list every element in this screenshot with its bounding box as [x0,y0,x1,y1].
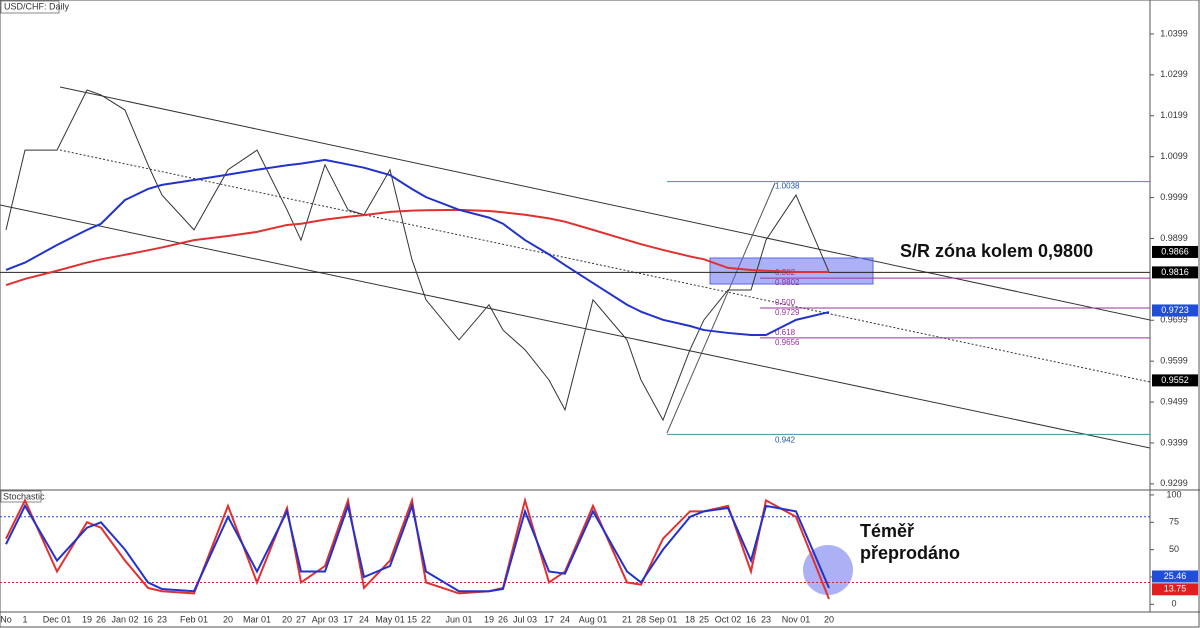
series-line [5,502,830,593]
series-line [5,158,830,336]
x-tick-label: Oct 02 [715,614,742,624]
x-tick-label: 28 [636,614,646,624]
fib-ratio: 0.500 [775,298,796,307]
y-tick-label: 0.9599 [1160,356,1188,366]
fib-diagonal [666,182,776,434]
x-tick-label: Mar 01 [243,614,271,624]
x-tick-label: Sep 01 [649,614,678,624]
y-tick-label: 0.9299 [1160,478,1188,488]
x-tick-label: 23 [157,614,167,624]
x-tick-label: 1 [22,614,27,624]
fib-price: 0.942 [775,435,796,444]
y-tick-label: 100 [1166,489,1181,499]
x-tick-label: 23 [761,614,771,624]
price-tag-label: 0.9866 [1161,246,1189,256]
x-tick-label: 24 [560,614,570,624]
y-tick-label: 1.0099 [1160,151,1188,161]
x-tick-label: 26 [498,614,508,624]
stoch-title: Stochastic [3,491,45,501]
chart-title: USD/CHF: Daily [4,1,70,11]
y-tick-label: 0.9699 [1160,315,1188,325]
price-tag [1152,266,1198,279]
price-tag [1152,570,1198,583]
fib-price: 0.9656 [775,338,800,347]
price-tag [1152,304,1198,317]
price-tag-label: 13.75 [1164,584,1187,594]
x-tick-label: 18 [685,614,695,624]
x-tick-label: 16 [746,614,756,624]
price-tag-label: 0.9723 [1161,305,1189,315]
title-box [0,0,60,14]
x-tick-label: 17 [544,614,554,624]
price-tag [1152,583,1198,596]
x-tick-label: 17 [343,614,353,624]
y-tick-label: 75 [1169,517,1179,527]
fib-price: 0.9802 [775,278,800,287]
x-tick-label: 25 [699,614,709,624]
y-tick-label: 0.9899 [1160,233,1188,243]
series-line [5,208,829,287]
y-tick-label: 0.9999 [1160,192,1188,202]
x-tick-label: May 01 [375,614,405,624]
x-tick-label: No [0,614,12,624]
channel-lower [0,204,1151,449]
y-tick-label: 1.0199 [1160,110,1188,120]
x-tick-label: Apr 03 [312,614,339,624]
y-tick-label: 0.9499 [1160,396,1188,406]
x-tick-label: 21 [622,614,632,624]
y-tick-label: 1.0399 [1160,28,1188,38]
y-tick-label: 1.0299 [1160,69,1188,79]
x-tick-label: 20 [223,614,233,624]
x-tick-label: Jul 03 [513,614,537,624]
price-tag-label: 0.9816 [1161,267,1189,277]
x-tick-label: Nov 01 [782,614,811,624]
x-tick-label: 16 [143,614,153,624]
x-tick-label: 26 [96,614,106,624]
price-tag-label: 25.46 [1164,571,1187,581]
x-tick-label: Jun 01 [445,614,472,624]
x-tick-label: 22 [421,614,431,624]
x-tick-label: Jan 02 [111,614,138,624]
price-tag-label: 0.9552 [1161,375,1189,385]
x-tick-label: 20 [282,614,292,624]
fib-ratio: 0.618 [775,328,796,337]
x-tick-label: Aug 01 [579,614,608,624]
channel-upper [59,86,1151,321]
price-tag [1152,245,1198,258]
x-tick-label: Dec 01 [43,614,72,624]
x-tick-label: 19 [484,614,494,624]
x-tick-label: 19 [82,614,92,624]
fib-price: 0.9729 [775,308,800,317]
x-tick-label: 20 [824,614,834,624]
x-tick-label: 27 [296,614,306,624]
y-tick-label: 0 [1171,599,1176,609]
channel-mid [59,149,1151,383]
series-line [5,89,830,422]
y-tick-label: 50 [1169,544,1179,554]
annotation: S/R zóna kolem 0,9800 [900,241,1093,261]
fib-price: 1.0038 [775,182,800,191]
price-tag [1152,374,1198,387]
x-tick-label: Feb 01 [180,614,208,624]
annotation: Téměř [860,521,914,541]
x-tick-label: 15 [407,614,417,624]
annotation: přeprodáno [860,543,960,563]
title-box [0,490,42,503]
x-tick-label: 24 [359,614,369,624]
y-tick-label: 0.9399 [1160,437,1188,447]
